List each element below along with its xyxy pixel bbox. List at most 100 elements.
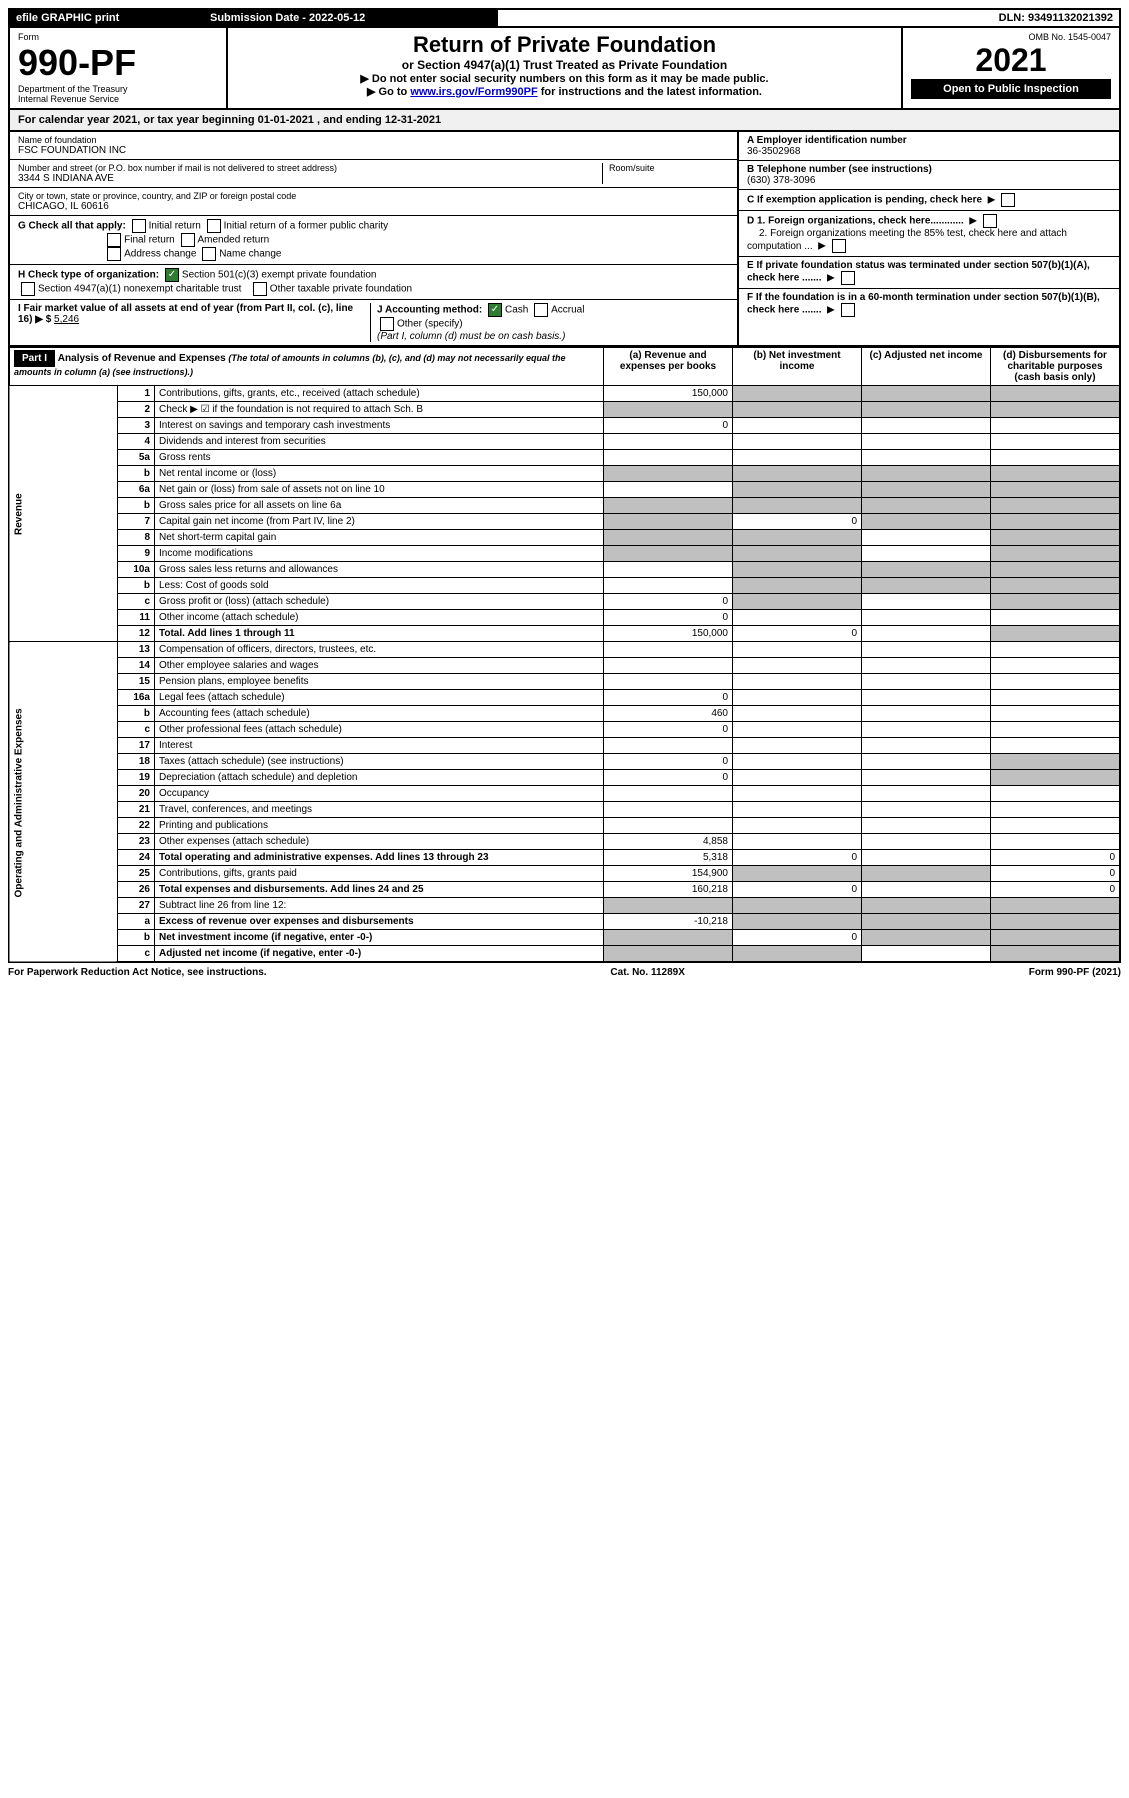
amount-cell [604, 946, 733, 963]
phone-value: (630) 378-3096 [747, 175, 815, 186]
amount-cell [733, 786, 862, 802]
amount-cell [604, 498, 733, 514]
table-row: 5aGross rents [9, 450, 1120, 466]
row-description: Total expenses and disbursements. Add li… [155, 882, 604, 898]
4947a1-checkbox[interactable] [21, 282, 35, 296]
amount-cell [862, 850, 991, 866]
amount-cell [862, 706, 991, 722]
j-cash: Cash [505, 305, 528, 316]
amount-cell [604, 818, 733, 834]
dln: DLN: 93491132021392 [497, 9, 1120, 27]
amount-cell [733, 578, 862, 594]
row-number: b [118, 578, 155, 594]
other-taxable-checkbox[interactable] [253, 282, 267, 296]
irs-link[interactable]: www.irs.gov/Form990PF [410, 86, 537, 98]
address-change-checkbox[interactable] [107, 247, 121, 261]
room-label: Room/suite [609, 163, 729, 173]
name-change-checkbox[interactable] [202, 247, 216, 261]
amount-cell: 160,218 [604, 882, 733, 898]
part1-table: Part I Analysis of Revenue and Expenses … [8, 347, 1121, 963]
row-number: 15 [118, 674, 155, 690]
cal-end: 12-31-2021 [385, 114, 441, 126]
row-description: Accounting fees (attach schedule) [155, 706, 604, 722]
amount-cell [991, 818, 1121, 834]
footer-left: For Paperwork Reduction Act Notice, see … [8, 967, 267, 978]
efile-btn[interactable]: efile GRAPHIC print [9, 9, 203, 27]
form-subtitle: or Section 4947(a)(1) Trust Treated as P… [236, 58, 893, 72]
table-row: 6aNet gain or (loss) from sale of assets… [9, 482, 1120, 498]
d1-checkbox[interactable] [983, 214, 997, 228]
amount-cell [733, 898, 862, 914]
row-description: Net rental income or (loss) [155, 466, 604, 482]
e-checkbox[interactable] [841, 271, 855, 285]
other-method-checkbox[interactable] [380, 317, 394, 331]
g-opt-3: Amended return [198, 235, 270, 246]
row-description: Legal fees (attach schedule) [155, 690, 604, 706]
table-row: 4Dividends and interest from securities [9, 434, 1120, 450]
amount-cell [862, 578, 991, 594]
amount-cell [604, 546, 733, 562]
amount-cell [604, 530, 733, 546]
amount-cell [862, 418, 991, 434]
d2-checkbox[interactable] [832, 239, 846, 253]
final-return-checkbox[interactable] [107, 233, 121, 247]
row-number: c [118, 946, 155, 963]
row-description: Other expenses (attach schedule) [155, 834, 604, 850]
table-row: bLess: Cost of goods sold [9, 578, 1120, 594]
table-row: 17Interest [9, 738, 1120, 754]
table-row: 2Check ▶ ☑ if the foundation is not requ… [9, 402, 1120, 418]
amount-cell [862, 674, 991, 690]
amount-cell [862, 482, 991, 498]
f-checkbox[interactable] [841, 303, 855, 317]
amount-cell [991, 562, 1121, 578]
amount-cell [862, 546, 991, 562]
initial-former-checkbox[interactable] [207, 219, 221, 233]
amount-cell: 154,900 [604, 866, 733, 882]
amount-cell [991, 834, 1121, 850]
f-label: F If the foundation is in a 60-month ter… [747, 292, 1100, 316]
row-description: Gross sales less returns and allowances [155, 562, 604, 578]
amount-cell [733, 594, 862, 610]
amount-cell [733, 770, 862, 786]
501c3-checkbox[interactable] [165, 268, 179, 282]
amount-cell: 0 [604, 754, 733, 770]
row-description: Printing and publications [155, 818, 604, 834]
row-number: 10a [118, 562, 155, 578]
amount-cell [733, 530, 862, 546]
row-number: 13 [118, 642, 155, 658]
form-header: Form 990-PF Department of the Treasury I… [8, 28, 1121, 110]
city-state-zip: CHICAGO, IL 60616 [18, 201, 729, 212]
amount-cell [991, 722, 1121, 738]
amount-cell [733, 706, 862, 722]
c-checkbox[interactable] [1001, 193, 1015, 207]
table-row: 21Travel, conferences, and meetings [9, 802, 1120, 818]
topbar: efile GRAPHIC print Submission Date - 20… [8, 8, 1121, 28]
row-number: b [118, 706, 155, 722]
row-number: 7 [118, 514, 155, 530]
cash-checkbox[interactable] [488, 303, 502, 317]
row-description: Occupancy [155, 786, 604, 802]
amount-cell [733, 498, 862, 514]
amount-cell [862, 946, 991, 963]
expenses-side-label: Operating and Administrative Expenses [9, 642, 118, 963]
amount-cell [991, 434, 1121, 450]
amount-cell [862, 450, 991, 466]
table-row: 22Printing and publications [9, 818, 1120, 834]
accrual-checkbox[interactable] [534, 303, 548, 317]
row-description: Net gain or (loss) from sale of assets n… [155, 482, 604, 498]
d1-label: D 1. Foreign organizations, check here..… [747, 216, 964, 227]
row-description: Gross rents [155, 450, 604, 466]
amount-cell [991, 450, 1121, 466]
amount-cell: 5,318 [604, 850, 733, 866]
amended-return-checkbox[interactable] [181, 233, 195, 247]
amount-cell: 150,000 [604, 626, 733, 642]
initial-return-checkbox[interactable] [132, 219, 146, 233]
table-row: 8Net short-term capital gain [9, 530, 1120, 546]
amount-cell [991, 738, 1121, 754]
amount-cell [733, 546, 862, 562]
amount-cell [604, 786, 733, 802]
footer-right: Form 990-PF (2021) [1029, 967, 1121, 978]
table-row: 9Income modifications [9, 546, 1120, 562]
amount-cell [862, 690, 991, 706]
amount-cell [733, 482, 862, 498]
